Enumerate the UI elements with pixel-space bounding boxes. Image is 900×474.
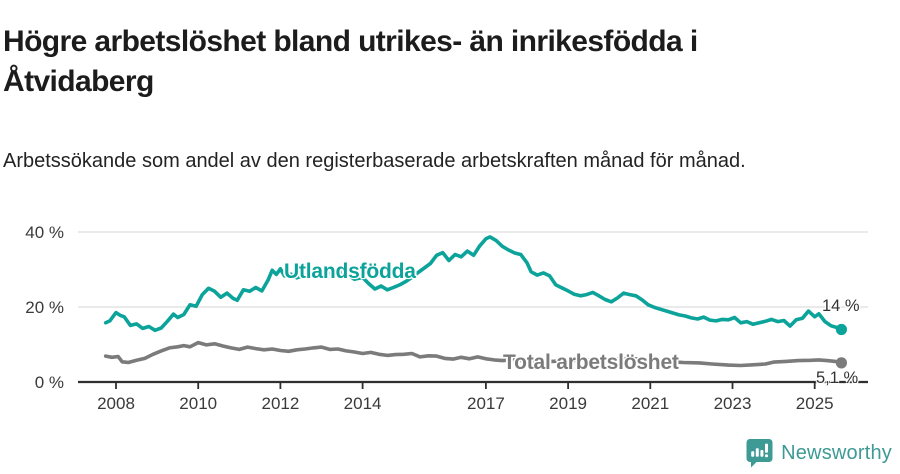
end-value-total-arbetsloshet: 5,1 % <box>816 369 859 387</box>
x-tick-label-2025: 2025 <box>796 394 834 413</box>
x-tick-label-2014: 2014 <box>344 394 382 413</box>
newsworthy-logo-icon <box>746 439 773 468</box>
y-tick-label-20: 20 % <box>25 298 64 317</box>
x-tick-label-2017: 2017 <box>467 394 505 413</box>
y-tick-label-40: 40 % <box>25 223 64 242</box>
chart-subtitle: Arbetssökande som andel av den registerb… <box>3 150 746 172</box>
series-line-1 <box>103 340 844 368</box>
newsworthy-logo-text: Newsworthy <box>781 441 892 464</box>
end-value-utlandsfodda: 14 % <box>822 297 860 315</box>
x-tick-label-2008: 2008 <box>97 394 135 413</box>
newsworthy-logo: Newsworthy <box>746 438 892 468</box>
page-title: Högre arbetslöshet bland utrikes- än inr… <box>3 25 698 98</box>
x-tick-label-2012: 2012 <box>261 394 299 413</box>
series-end-dot-0 <box>835 323 848 336</box>
series-end-dot-1 <box>835 357 848 369</box>
y-tick-label-0: 0 % <box>35 373 64 392</box>
x-tick-label-2023: 2023 <box>714 394 752 413</box>
x-tick-label-2010: 2010 <box>179 394 217 413</box>
x-tick-label-2019: 2019 <box>549 394 587 413</box>
series-line-0 <box>103 235 844 333</box>
x-tick-label-2021: 2021 <box>631 394 669 413</box>
